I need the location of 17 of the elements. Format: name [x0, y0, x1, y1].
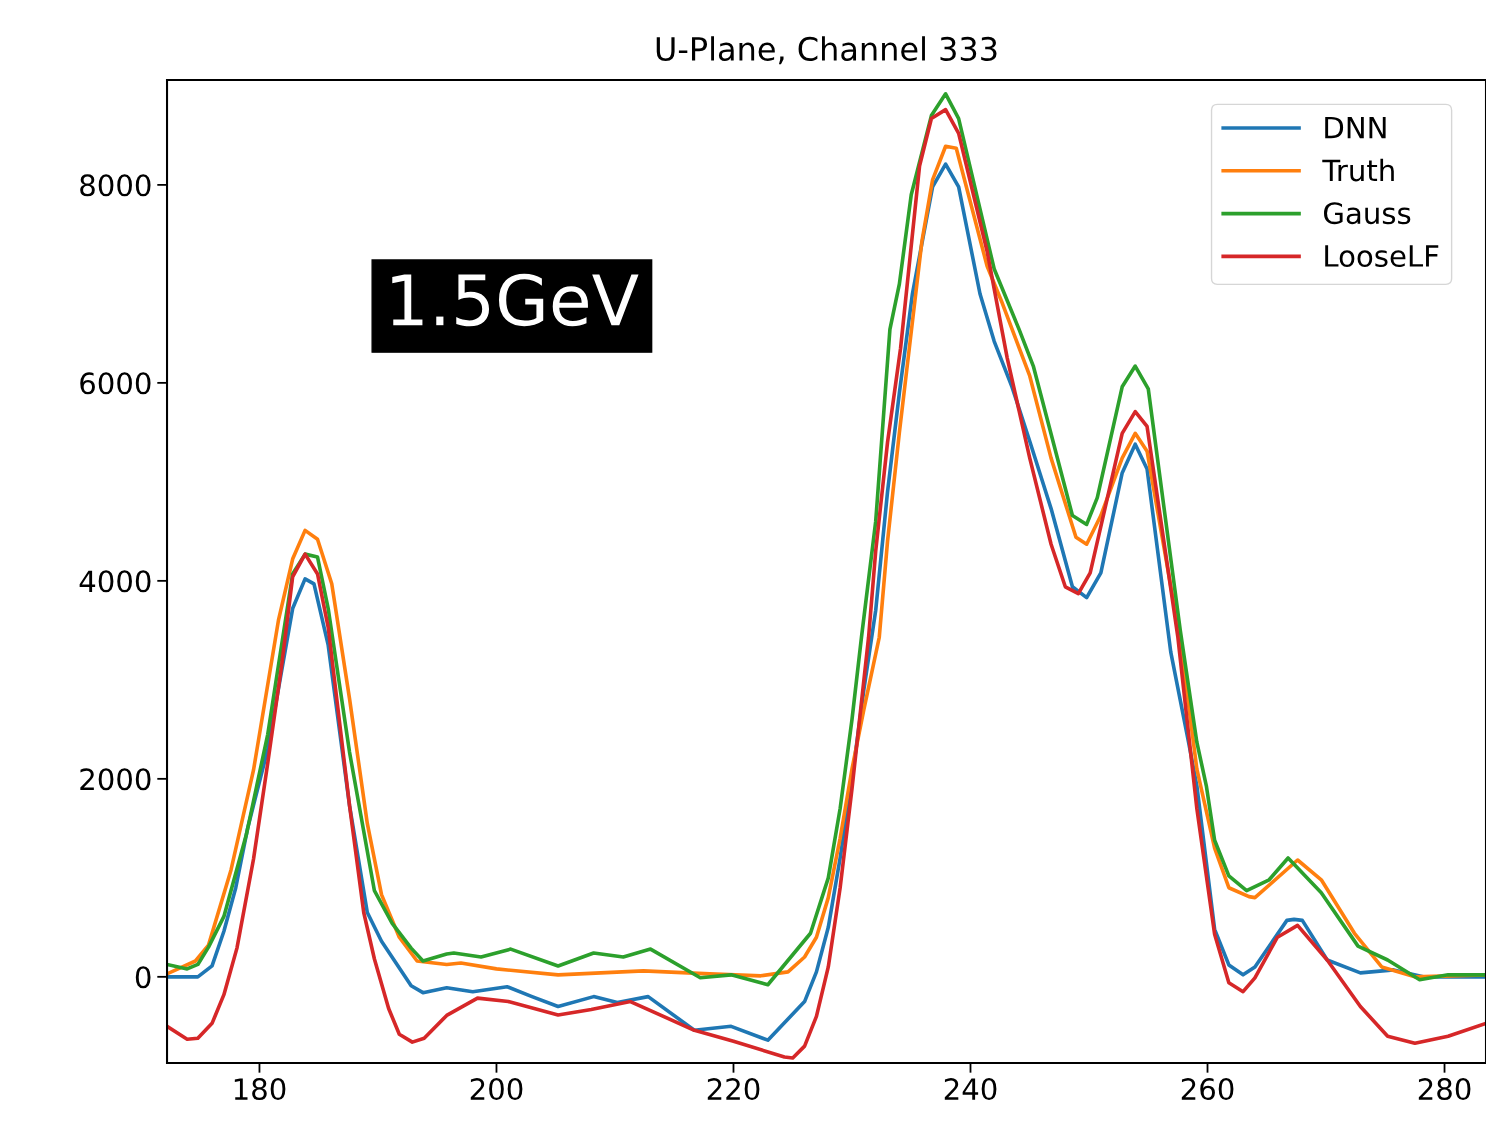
y-tick-label: 6000	[80, 372, 151, 395]
legend-label: Truth	[1322, 158, 1394, 182]
legend-label: DNN	[1325, 116, 1386, 139]
legend-label: LooseLF	[1325, 245, 1439, 268]
x-tick-label: 280	[1418, 1078, 1471, 1101]
annotation: 1.5GeV	[392, 273, 639, 327]
x-tick-label: 260	[1181, 1078, 1234, 1101]
y-tick-label: 8000	[80, 174, 151, 197]
legend-label: Gauss	[1324, 202, 1411, 225]
x-tick-label: 240	[944, 1078, 997, 1101]
x-tick-label: 220	[707, 1078, 760, 1101]
y-tick-label: 2000	[80, 768, 151, 791]
y-tick-label: 0	[135, 966, 151, 989]
x-tick-label: 180	[234, 1078, 286, 1101]
x-tick-label: 200	[470, 1078, 523, 1101]
y-tick-label: 4000	[79, 570, 151, 593]
chart-title: U-Plane, Channel 333	[656, 36, 997, 65]
